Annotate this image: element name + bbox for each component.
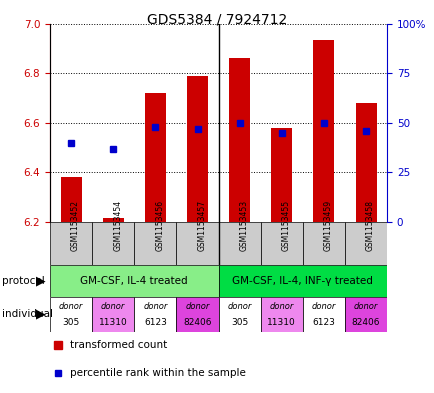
Text: donor: donor [269, 302, 293, 311]
Text: donor: donor [311, 302, 335, 311]
Text: percentile rank within the sample: percentile rank within the sample [70, 368, 246, 378]
Text: GSM1153457: GSM1153457 [197, 200, 206, 251]
Bar [145, 93, 165, 222]
Bar [60, 177, 82, 222]
Text: 305: 305 [230, 318, 248, 327]
Text: GM-CSF, IL-4 treated: GM-CSF, IL-4 treated [80, 276, 187, 286]
Text: donor: donor [143, 302, 167, 311]
Text: GSM1153455: GSM1153455 [281, 200, 290, 251]
Bar [92, 222, 134, 265]
Text: GSM1153456: GSM1153456 [155, 200, 164, 251]
Bar [50, 222, 92, 265]
Bar [176, 222, 218, 265]
Text: GSM1153459: GSM1153459 [323, 200, 332, 251]
Text: transformed count: transformed count [70, 340, 167, 350]
Bar [92, 297, 134, 332]
Bar [312, 40, 334, 222]
Text: donor: donor [185, 302, 209, 311]
Bar [302, 297, 344, 332]
Bar [344, 222, 386, 265]
Text: 6123: 6123 [144, 318, 166, 327]
Text: GSM1153458: GSM1153458 [365, 200, 374, 251]
Text: 11310: 11310 [267, 318, 296, 327]
Text: protocol: protocol [2, 276, 45, 286]
Bar [134, 297, 176, 332]
Text: 305: 305 [62, 318, 79, 327]
Text: 82406: 82406 [351, 318, 379, 327]
Text: donor: donor [59, 302, 83, 311]
Text: GSM1153453: GSM1153453 [239, 200, 248, 251]
Bar [218, 297, 260, 332]
Bar [50, 297, 92, 332]
Text: GSM1153452: GSM1153452 [71, 200, 80, 251]
Bar [229, 58, 250, 222]
Text: 82406: 82406 [183, 318, 211, 327]
Text: ▶: ▶ [36, 274, 45, 288]
Bar [302, 222, 344, 265]
Bar [134, 222, 176, 265]
Bar [355, 103, 376, 222]
Text: GSM1153454: GSM1153454 [113, 200, 122, 251]
Bar [218, 222, 260, 265]
Bar [102, 219, 124, 222]
Text: 6123: 6123 [312, 318, 335, 327]
Text: GDS5384 / 7924712: GDS5384 / 7924712 [147, 13, 287, 27]
Bar [187, 76, 207, 222]
Text: GM-CSF, IL-4, INF-γ treated: GM-CSF, IL-4, INF-γ treated [232, 276, 372, 286]
Bar [50, 265, 218, 297]
Bar [271, 128, 292, 222]
Text: individual: individual [2, 309, 53, 320]
Text: donor: donor [353, 302, 378, 311]
Text: ▶: ▶ [36, 308, 45, 321]
Bar [344, 297, 386, 332]
Text: donor: donor [101, 302, 125, 311]
Text: 11310: 11310 [99, 318, 127, 327]
Bar [260, 297, 302, 332]
Bar [218, 265, 386, 297]
Text: donor: donor [227, 302, 251, 311]
Bar [176, 297, 218, 332]
Bar [260, 222, 302, 265]
